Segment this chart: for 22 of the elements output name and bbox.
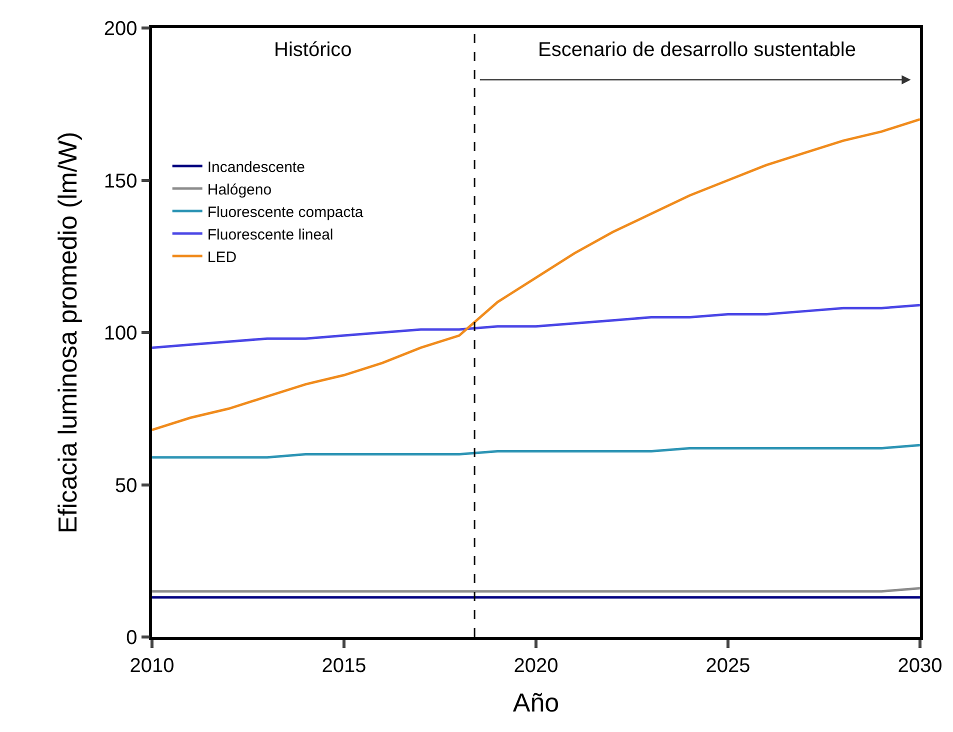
x-axis-title: Año — [512, 687, 560, 718]
legend-label: Incandescente — [207, 158, 305, 176]
y-axis-title: Eficacia luminosa promedio (lm/W) — [52, 132, 82, 534]
y-tick-label: 0 — [126, 627, 138, 649]
legend-label: Halógeno — [207, 181, 272, 198]
y-tick-label: 100 — [104, 322, 138, 344]
x-tick-label: 2015 — [322, 654, 366, 677]
legend-label: LED — [207, 248, 237, 266]
annotation: Histórico — [274, 39, 352, 61]
legend-label: Fluorescente lineal — [207, 226, 334, 244]
y-tick-label: 200 — [104, 18, 138, 40]
legend-label: Fluorescente compacta — [207, 204, 364, 221]
x-tick-label: 2030 — [898, 654, 942, 677]
x-tick-label: 2010 — [130, 654, 174, 677]
x-tick-label: 2025 — [706, 654, 750, 677]
y-tick-label: 50 — [115, 474, 138, 497]
x-tick-label: 2020 — [514, 654, 558, 677]
annotation: Escenario de desarrollo sustentable — [538, 39, 856, 61]
line-series — [152, 304, 920, 349]
line-series — [152, 444, 920, 459]
line-series — [152, 118, 920, 432]
y-tick-label: 150 — [104, 170, 138, 192]
